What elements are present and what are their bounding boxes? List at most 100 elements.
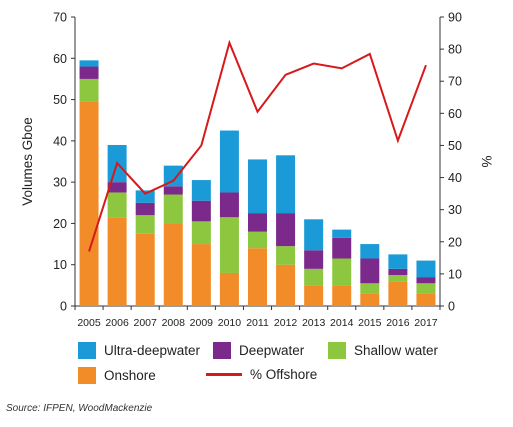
y-tick-label: 0 (60, 300, 67, 314)
x-tick-label: 2010 (218, 317, 242, 329)
y2-tick-label: 10 (448, 267, 462, 281)
legend-item-deepwater: Deepwater (213, 342, 304, 359)
x-tick-label: 2017 (414, 317, 438, 329)
bar-shallow-water (135, 215, 155, 234)
bar-ultra-deepwater (332, 229, 352, 238)
legend-swatch-onshore (78, 367, 96, 384)
bar-deepwater (304, 250, 324, 269)
legend-line-offshore-pct (206, 373, 242, 376)
bar-shallow-water (79, 78, 99, 102)
bar-onshore (135, 233, 155, 306)
x-tick-label: 2009 (190, 317, 214, 329)
bar-ultra-deepwater (416, 260, 436, 278)
legend-item-offshore-pct: % Offshore (206, 367, 317, 382)
bar-shallow-water (219, 217, 239, 273)
bar-shallow-water (416, 283, 436, 294)
bar-onshore (79, 101, 99, 306)
bar-ultra-deepwater (360, 244, 380, 259)
legend-swatch-deepwater (213, 342, 231, 359)
bar-onshore (163, 223, 183, 306)
y2-tick-label: 30 (448, 203, 462, 217)
bar-shallow-water (248, 231, 267, 249)
bar-deepwater (416, 277, 436, 284)
bar-deepwater (219, 192, 239, 218)
x-tick-label: 2005 (77, 317, 101, 329)
bar-deepwater (276, 213, 296, 247)
bar-deepwater (248, 213, 267, 232)
legend-label-deepwater: Deepwater (239, 343, 305, 358)
bar-onshore (388, 281, 408, 306)
y2-tick-label: 40 (448, 171, 462, 185)
bar-deepwater (135, 202, 155, 216)
bar-shallow-water (332, 258, 352, 286)
x-tick-label: 2007 (134, 317, 158, 329)
y-tick-label: 50 (53, 93, 67, 107)
bar-shallow-water (276, 246, 296, 265)
y-tick-label: 20 (53, 217, 67, 231)
y-tick-label: 40 (53, 134, 67, 148)
bar-deepwater (163, 186, 183, 195)
legend-item-onshore: Onshore (78, 367, 156, 384)
legend-label-shallow-water: Shallow water (354, 343, 439, 358)
y2-tick-label: 50 (448, 139, 462, 153)
y2-tick-label: 0 (448, 300, 455, 314)
legend-label-offshore-pct: % Offshore (250, 367, 318, 382)
bar-ultra-deepwater (248, 159, 267, 214)
bar-deepwater (79, 66, 99, 79)
legend-label-onshore: Onshore (104, 368, 156, 383)
x-tick-label: 2011 (246, 317, 269, 329)
y-tick-label: 10 (53, 258, 67, 272)
line-offshore-pct (88, 39, 427, 252)
source-note: Source: IFPEN, WoodMackenzie (6, 403, 153, 414)
bar-onshore (248, 248, 267, 306)
bar-onshore (107, 217, 127, 306)
x-tick-label: 2013 (302, 317, 326, 329)
y2-tick-label: 90 (448, 11, 462, 25)
y-axis-title: Volumes Gboe (20, 117, 35, 206)
bar-shallow-water (304, 268, 324, 286)
bar-deepwater (191, 200, 211, 222)
x-tick-label: 2014 (330, 317, 354, 329)
chart: 0 10 20 30 40 50 60 70 0 10 20 30 40 50 60 70 80 90 2005 20… (20, 11, 494, 330)
y2-tick-label: 80 (448, 43, 462, 57)
bar-ultra-deepwater (135, 190, 155, 203)
bar-shallow-water (388, 275, 408, 282)
bar-onshore (219, 272, 239, 306)
x-tick-label: 2008 (162, 317, 186, 329)
y2-tick-label: 20 (448, 235, 462, 249)
y2-axis-title: % (479, 155, 494, 167)
bar-onshore (191, 244, 211, 306)
bar-onshore (360, 293, 380, 306)
bar-ultra-deepwater (163, 165, 183, 187)
y2-tick-label: 70 (448, 75, 462, 89)
bar-deepwater (107, 182, 127, 193)
legend-swatch-shallow-water (328, 342, 346, 359)
y-tick-label: 30 (53, 176, 67, 190)
x-tick-label: 2012 (274, 317, 298, 329)
bar-onshore (416, 293, 436, 306)
x-tick-label: 2015 (358, 317, 382, 329)
bar-deepwater (360, 258, 380, 284)
x-tick-label: 2016 (386, 317, 410, 329)
y-tick-label: 60 (53, 52, 67, 66)
bar-ultra-deepwater (79, 60, 99, 67)
y2-tick-label: 60 (448, 107, 462, 121)
bar-ultra-deepwater (304, 219, 324, 251)
y-tick-label: 70 (53, 11, 67, 25)
legend-item-ultra-deepwater: Ultra-deepwater (78, 342, 200, 359)
bar-deepwater (332, 237, 352, 259)
bar-shallow-water (107, 192, 127, 218)
bar-shallow-water (360, 283, 380, 294)
legend-item-shallow-water: Shallow water (328, 342, 438, 359)
legend: Ultra-deepwater Deepwater Shallow water … (78, 342, 498, 392)
bar-ultra-deepwater (191, 180, 211, 201)
x-tick-label: 2006 (105, 317, 129, 329)
legend-swatch-ultra-deepwater (78, 342, 96, 359)
bar-onshore (276, 264, 296, 306)
bar-shallow-water (163, 194, 183, 224)
bar-shallow-water (191, 221, 211, 245)
bar-ultra-deepwater (219, 130, 239, 193)
bar-deepwater (388, 268, 408, 276)
bar-onshore (304, 285, 324, 306)
bar-ultra-deepwater (388, 254, 408, 269)
